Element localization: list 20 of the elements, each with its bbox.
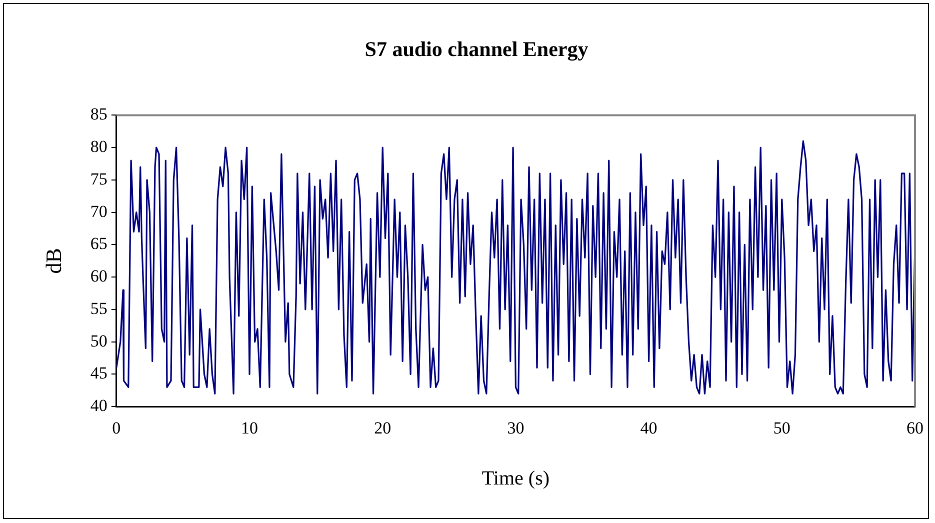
x-tick-label: 20 <box>374 418 392 438</box>
chart-title: S7 audio channel Energy <box>364 37 589 62</box>
x-tick-label: 10 <box>241 418 258 438</box>
y-tick-label: 75 <box>90 169 108 188</box>
x-tick-label: 30 <box>507 418 524 438</box>
y-tick-label: 65 <box>90 234 108 254</box>
x-tick-label: 0 <box>112 418 121 438</box>
y-tick-label: 45 <box>90 364 108 383</box>
y-tick-label: 80 <box>90 137 108 156</box>
x-axis-title: Time (s) <box>482 467 550 490</box>
x-tick-label: 40 <box>640 418 658 438</box>
y-tick-label: 60 <box>90 266 108 286</box>
y-tick-label: 50 <box>90 331 108 350</box>
y-tick-label: 40 <box>90 396 108 416</box>
y-tick-label: 85 <box>90 104 108 124</box>
y-tick-label: 55 <box>90 298 108 318</box>
x-tick-label: 50 <box>773 418 790 438</box>
x-tick-label: 60 <box>906 418 924 438</box>
y-tick-label: 70 <box>90 202 108 221</box>
y-axis-title: dB <box>40 248 66 274</box>
